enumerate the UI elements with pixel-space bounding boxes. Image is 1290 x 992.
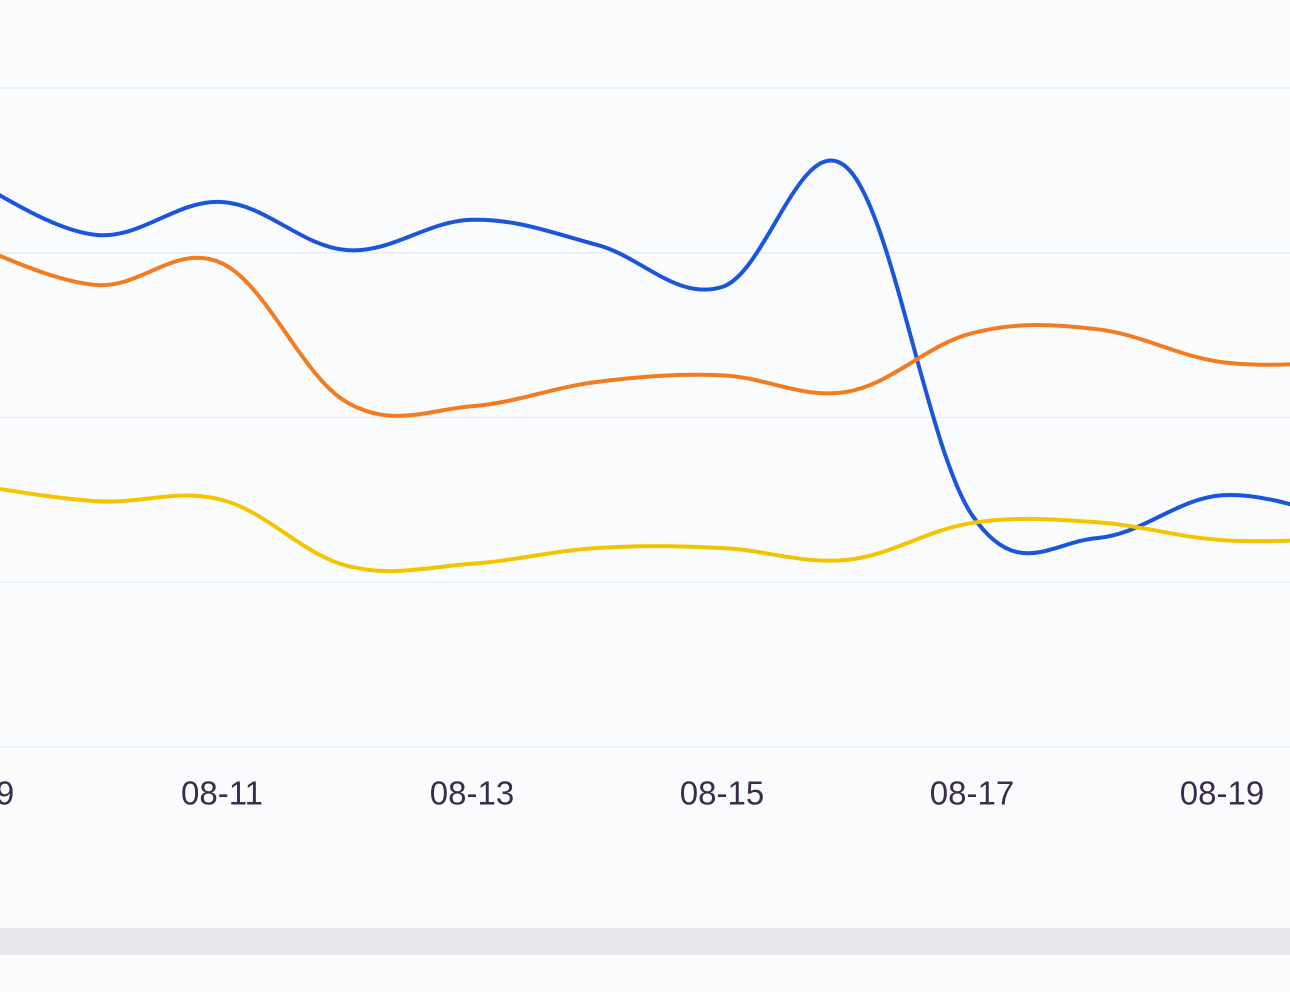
divider-bar [0,928,1290,955]
x-tick-label: 08-17 [930,775,1014,812]
series-line [0,158,1290,556]
x-tick-label: 08-09 [0,775,14,812]
footer-area [0,955,1290,992]
x-tick-label: 08-11 [181,775,263,812]
x-tick-label: 08-19 [1180,775,1264,812]
plot-area: 08-09 08-11 08-13 08-15 08-17 08-19 [0,87,1290,812]
series-line [0,253,1290,418]
x-tick-label: 08-13 [430,775,514,812]
chart-background [0,0,1290,928]
x-tick-label: 08-15 [680,775,764,812]
series-line [0,486,1290,574]
